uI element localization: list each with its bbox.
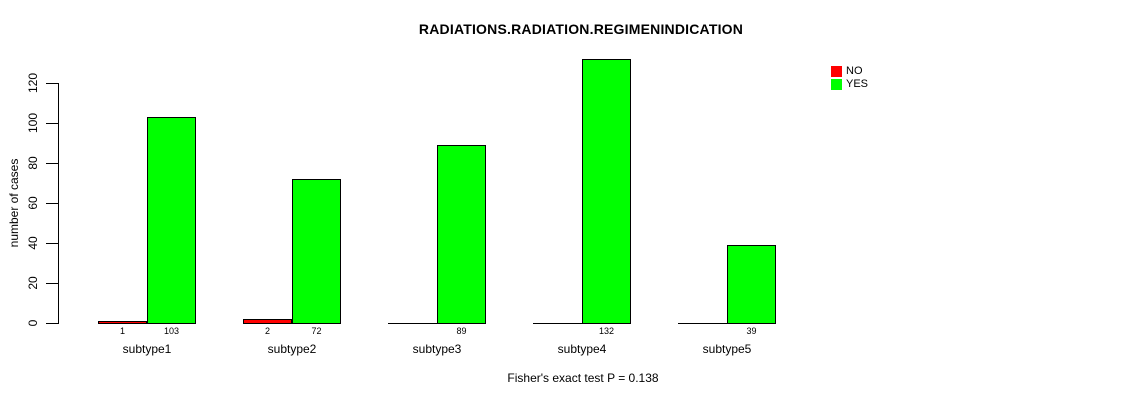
bar-value-label: 1 xyxy=(119,326,125,336)
bar-yes-subtype4 xyxy=(582,59,631,324)
y-tick-label: 100 xyxy=(26,112,40,134)
chart-title: RADIATIONS.RADIATION.REGIMENINDICATION xyxy=(418,21,744,37)
x-tick-label-subtype3: subtype3 xyxy=(412,342,462,356)
bar-no-subtype1 xyxy=(98,321,147,324)
legend-item-yes: YES xyxy=(831,78,868,91)
y-tick-label: 120 xyxy=(26,72,40,94)
legend-label: NO xyxy=(846,65,863,77)
bar-no-subtype5 xyxy=(678,323,727,324)
y-tick-mark xyxy=(46,123,58,124)
legend-label: YES xyxy=(846,78,869,90)
bar-value-label: 103 xyxy=(163,326,180,336)
y-tick-label: 40 xyxy=(26,236,40,250)
x-tick-label-subtype4: subtype4 xyxy=(557,342,607,356)
y-tick-mark xyxy=(46,83,58,84)
y-axis-line xyxy=(58,83,59,324)
bar-value-label: 72 xyxy=(311,326,322,336)
y-tick-label: 0 xyxy=(26,319,40,327)
y-tick-mark xyxy=(46,283,58,284)
y-tick-mark xyxy=(46,323,58,324)
legend-swatch-icon xyxy=(831,66,842,77)
legend-swatch-icon xyxy=(831,79,842,90)
bar-yes-subtype5 xyxy=(727,245,776,324)
bar-value-label: 89 xyxy=(456,326,467,336)
x-tick-label-subtype2: subtype2 xyxy=(267,342,317,356)
y-tick-label: 60 xyxy=(26,196,40,210)
x-tick-label-subtype1: subtype1 xyxy=(122,342,172,356)
bar-no-subtype4 xyxy=(533,323,582,324)
y-axis-label: number of cases xyxy=(7,158,21,248)
annotation-text: Fisher's exact test P = 0.138 xyxy=(507,371,659,385)
y-tick-mark xyxy=(46,243,58,244)
bar-yes-subtype3 xyxy=(437,145,486,324)
bar-value-label: 39 xyxy=(746,326,757,336)
y-tick-mark xyxy=(46,203,58,204)
bar-yes-subtype2 xyxy=(292,179,341,324)
legend-item-no: NO xyxy=(831,65,868,78)
x-tick-label-subtype5: subtype5 xyxy=(702,342,752,356)
bar-value-label: 132 xyxy=(598,326,615,336)
y-tick-label: 20 xyxy=(26,276,40,290)
bar-no-subtype3 xyxy=(388,323,437,324)
y-tick-label: 80 xyxy=(26,156,40,170)
bar-value-label: 2 xyxy=(264,326,270,336)
bar-no-subtype2 xyxy=(243,319,292,324)
legend: NO YES xyxy=(831,65,868,91)
y-tick-mark xyxy=(46,163,58,164)
bar-yes-subtype1 xyxy=(147,117,196,324)
